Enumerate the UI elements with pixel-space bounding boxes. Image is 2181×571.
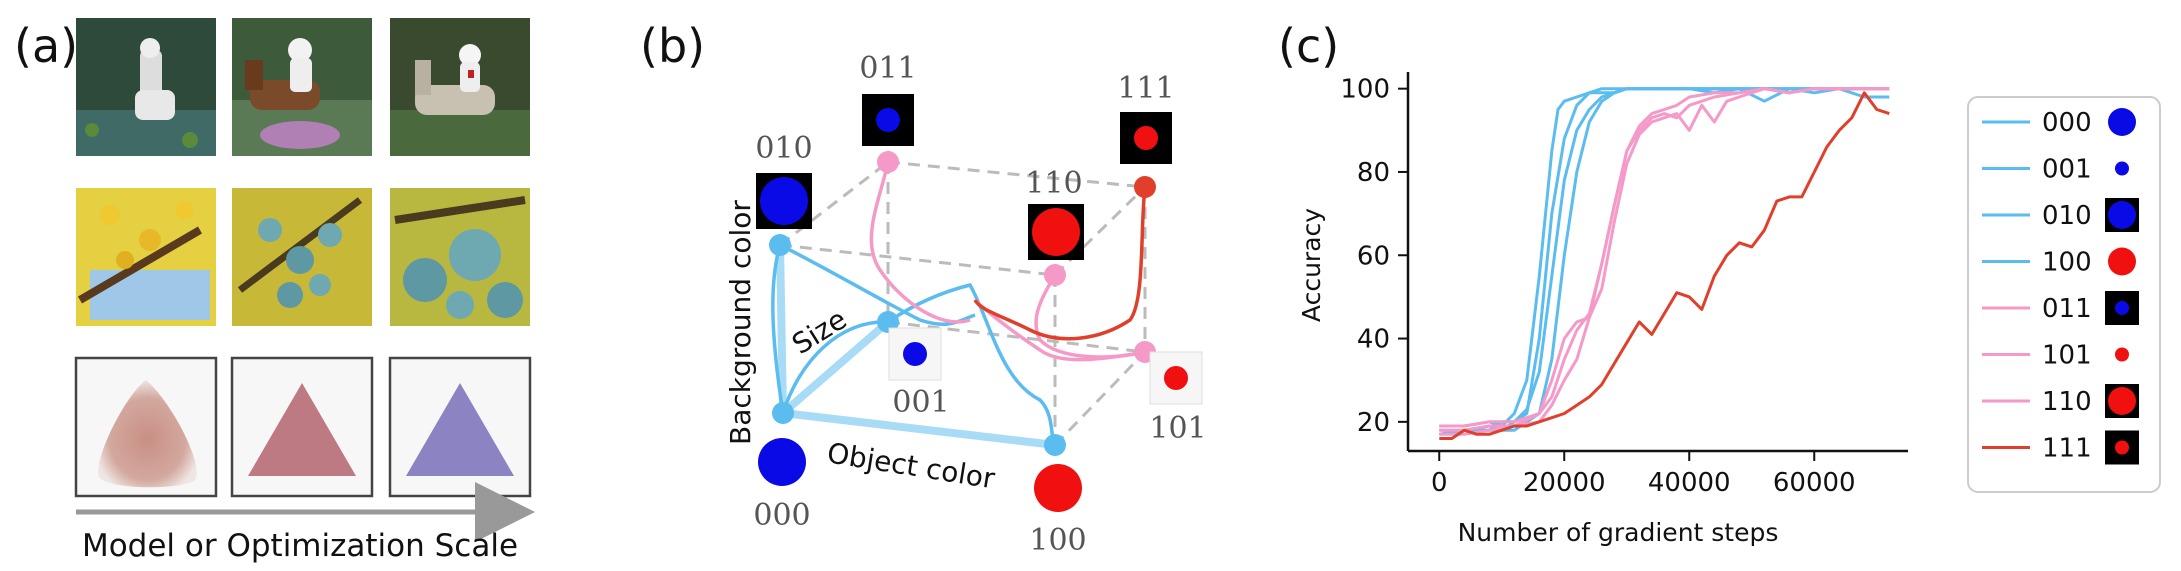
panel-c: (c) 20 40 60 80 100 0 20000 40000 60000 Accurac… bbox=[1278, 19, 2161, 547]
y-tick-label: 80 bbox=[1357, 158, 1390, 188]
legend: 000 001 010 100 011 101 110 111 bbox=[1967, 96, 2161, 493]
x-tick-label: 20000 bbox=[1523, 468, 1606, 498]
legend-label-000: 000 bbox=[2042, 108, 2092, 138]
label-010: 010 bbox=[755, 131, 812, 166]
legend-icon-dot-011 bbox=[2115, 301, 2129, 315]
panel-b-label: (b) bbox=[640, 19, 705, 73]
image-row-triangles bbox=[74, 356, 532, 498]
series-line-001 bbox=[1439, 87, 1890, 436]
legend-icon-dot-111 bbox=[2115, 440, 2129, 455]
panel-c-label: (c) bbox=[1278, 19, 1339, 73]
series-line-000 bbox=[1439, 87, 1890, 428]
legend-label-100: 100 bbox=[2042, 248, 2092, 278]
image-row-astronaut bbox=[76, 18, 530, 156]
legend-label-111: 111 bbox=[2042, 434, 2092, 464]
accuracy-chart: 20 40 60 80 100 0 20000 40000 60000 Accuracy Nu… bbox=[1297, 72, 1908, 547]
cube-dashed-edges bbox=[779, 160, 1147, 447]
node-100 bbox=[1044, 434, 1066, 456]
image-astronaut-3 bbox=[390, 18, 530, 156]
legend-label-010: 010 bbox=[2042, 201, 2092, 231]
y-tick-label: 40 bbox=[1357, 325, 1390, 355]
triangle-blue bbox=[406, 383, 514, 476]
series-line-010 bbox=[1439, 87, 1890, 432]
series-line-100 bbox=[1439, 87, 1890, 436]
image-apples-1 bbox=[76, 188, 216, 326]
node-111 bbox=[1134, 176, 1156, 198]
panel-b: (b) bbox=[640, 19, 1207, 558]
image-apples-3 bbox=[390, 188, 530, 326]
y-ticks: 20 40 60 80 100 bbox=[1340, 75, 1408, 438]
thumb-001 bbox=[888, 327, 942, 381]
label-101: 101 bbox=[1149, 411, 1206, 446]
x-tick-label: 40000 bbox=[1648, 468, 1731, 498]
legend-icon-dot-110 bbox=[2108, 387, 2136, 415]
y-axis-label: Accuracy bbox=[1297, 208, 1326, 322]
legend-icon-dot-100 bbox=[2108, 247, 2136, 276]
legend-label-011: 011 bbox=[2042, 294, 2092, 324]
label-110: 110 bbox=[1025, 166, 1082, 201]
axis-object-color: Object color bbox=[825, 436, 998, 495]
node-000 bbox=[772, 402, 794, 424]
legend-label-101: 101 bbox=[2042, 341, 2092, 371]
image-astronaut-1 bbox=[76, 18, 216, 156]
y-tick-label: 60 bbox=[1357, 241, 1390, 271]
label-001: 001 bbox=[892, 385, 949, 420]
legend-icon-dot-101 bbox=[2115, 347, 2129, 362]
series-line-011 bbox=[1439, 87, 1890, 428]
triangle-blurry bbox=[98, 380, 197, 488]
node-011 bbox=[877, 151, 899, 173]
image-row-apples bbox=[76, 188, 530, 326]
legend-icon-dot-000 bbox=[2108, 108, 2136, 136]
panel-a: (a) bbox=[14, 18, 535, 564]
node-010 bbox=[769, 234, 791, 256]
y-tick-label: 20 bbox=[1357, 408, 1390, 438]
y-tick-label: 100 bbox=[1340, 75, 1390, 105]
image-astronaut-2 bbox=[232, 18, 372, 156]
series-lines bbox=[1439, 87, 1890, 440]
image-apples-2 bbox=[232, 188, 372, 326]
cube-solid-axes bbox=[776, 241, 1059, 449]
x-axis-label: Number of gradient steps bbox=[1458, 518, 1779, 547]
cube-nodes bbox=[769, 151, 1156, 456]
series-line-110 bbox=[1439, 87, 1890, 436]
legend-icon-dot-001 bbox=[2115, 161, 2129, 176]
label-000: 000 bbox=[753, 498, 810, 533]
axis-background-color: Background color bbox=[724, 200, 757, 445]
legend-label-110: 110 bbox=[2042, 387, 2092, 417]
series-line-101 bbox=[1439, 87, 1890, 432]
node-thumbnails bbox=[754, 94, 1203, 516]
label-111: 111 bbox=[1117, 71, 1174, 106]
node-110 bbox=[1044, 264, 1066, 286]
scale-caption: Model or Optimization Scale bbox=[82, 528, 518, 564]
x-ticks: 0 20000 40000 60000 bbox=[1431, 451, 1856, 498]
label-011: 011 bbox=[859, 51, 916, 86]
label-100: 100 bbox=[1029, 523, 1086, 558]
trajectories bbox=[771, 161, 1147, 447]
x-tick-label: 60000 bbox=[1773, 468, 1856, 498]
series-line-111 bbox=[1439, 91, 1890, 440]
x-tick-label: 0 bbox=[1431, 468, 1448, 498]
panel-a-label: (a) bbox=[14, 19, 78, 73]
legend-icon-dot-010 bbox=[2108, 201, 2136, 229]
triangle-red bbox=[248, 383, 356, 476]
legend-label-001: 001 bbox=[2042, 155, 2092, 185]
